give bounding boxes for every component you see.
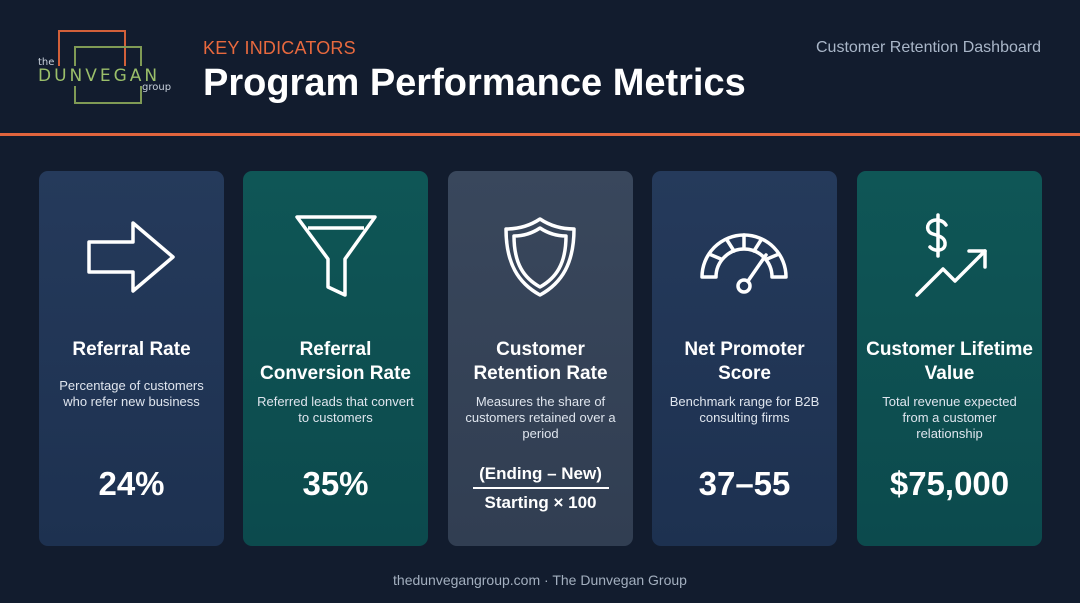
card-title: Referral Rate [72,339,191,360]
card-value: $75,000 [889,465,1010,502]
formula-numerator: (Ending – New) [479,464,602,483]
card-description: Benchmark range for B2B consulting firms [669,394,820,425]
header: the DUNVEGAN group KEY INDICATORS Progra… [0,0,1080,135]
card-title: Customer Lifetime Value [866,339,1033,384]
funnel-icon [285,211,385,301]
card-description: Referred leads that convert to customers [257,394,414,425]
card-value: 35% [302,465,369,502]
formula-denominator: Starting × 100 [484,493,597,512]
card-value: 24% [98,465,165,502]
arrow-right-icon [81,211,181,301]
metric-cards: Referral Rate Percentage of customers wh… [39,171,1042,546]
card-net-promoter-score: Net Promoter Score Benchmark range for B… [652,171,837,546]
page-title: Program Performance Metrics [203,62,746,104]
card-title: Net Promoter Score [684,339,805,384]
card-description: Measures the share of customers retained… [465,394,616,441]
card-customer-retention-rate: Customer Retention Rate Measures the sha… [448,171,633,546]
logo-group-text: group [142,82,172,93]
shield-icon [490,211,590,301]
card-value: 37–55 [698,465,791,502]
retention-formula: (Ending – New) Starting × 100 [448,463,633,514]
card-title: Referral Conversion Rate [260,339,411,384]
header-divider [0,133,1080,136]
card-description: Total revenue expected from a customer r… [882,394,1017,441]
card-referral-rate: Referral Rate Percentage of customers wh… [39,171,224,546]
card-title: Customer Retention Rate [473,339,608,384]
gauge-icon [694,211,794,301]
section-kicker: KEY INDICATORS [203,38,356,58]
logo-name-text: DUNVEGAN [38,66,163,86]
card-description: Percentage of customers who refer new bu… [59,378,204,409]
dollar-growth-icon [899,211,999,301]
card-referral-conversion-rate: Referral Conversion Rate Referred leads … [243,171,428,546]
logo-the-text: the [38,57,55,68]
card-customer-lifetime-value: Customer Lifetime Value Total revenue ex… [857,171,1042,546]
footer-credit: thedunvegangroup.com · The Dunvegan Grou… [393,572,687,588]
dashboard-label: Customer Retention Dashboard [815,39,1041,56]
dunvegan-logo: the DUNVEGAN group [36,30,186,108]
formula-fraction-bar [472,487,609,489]
